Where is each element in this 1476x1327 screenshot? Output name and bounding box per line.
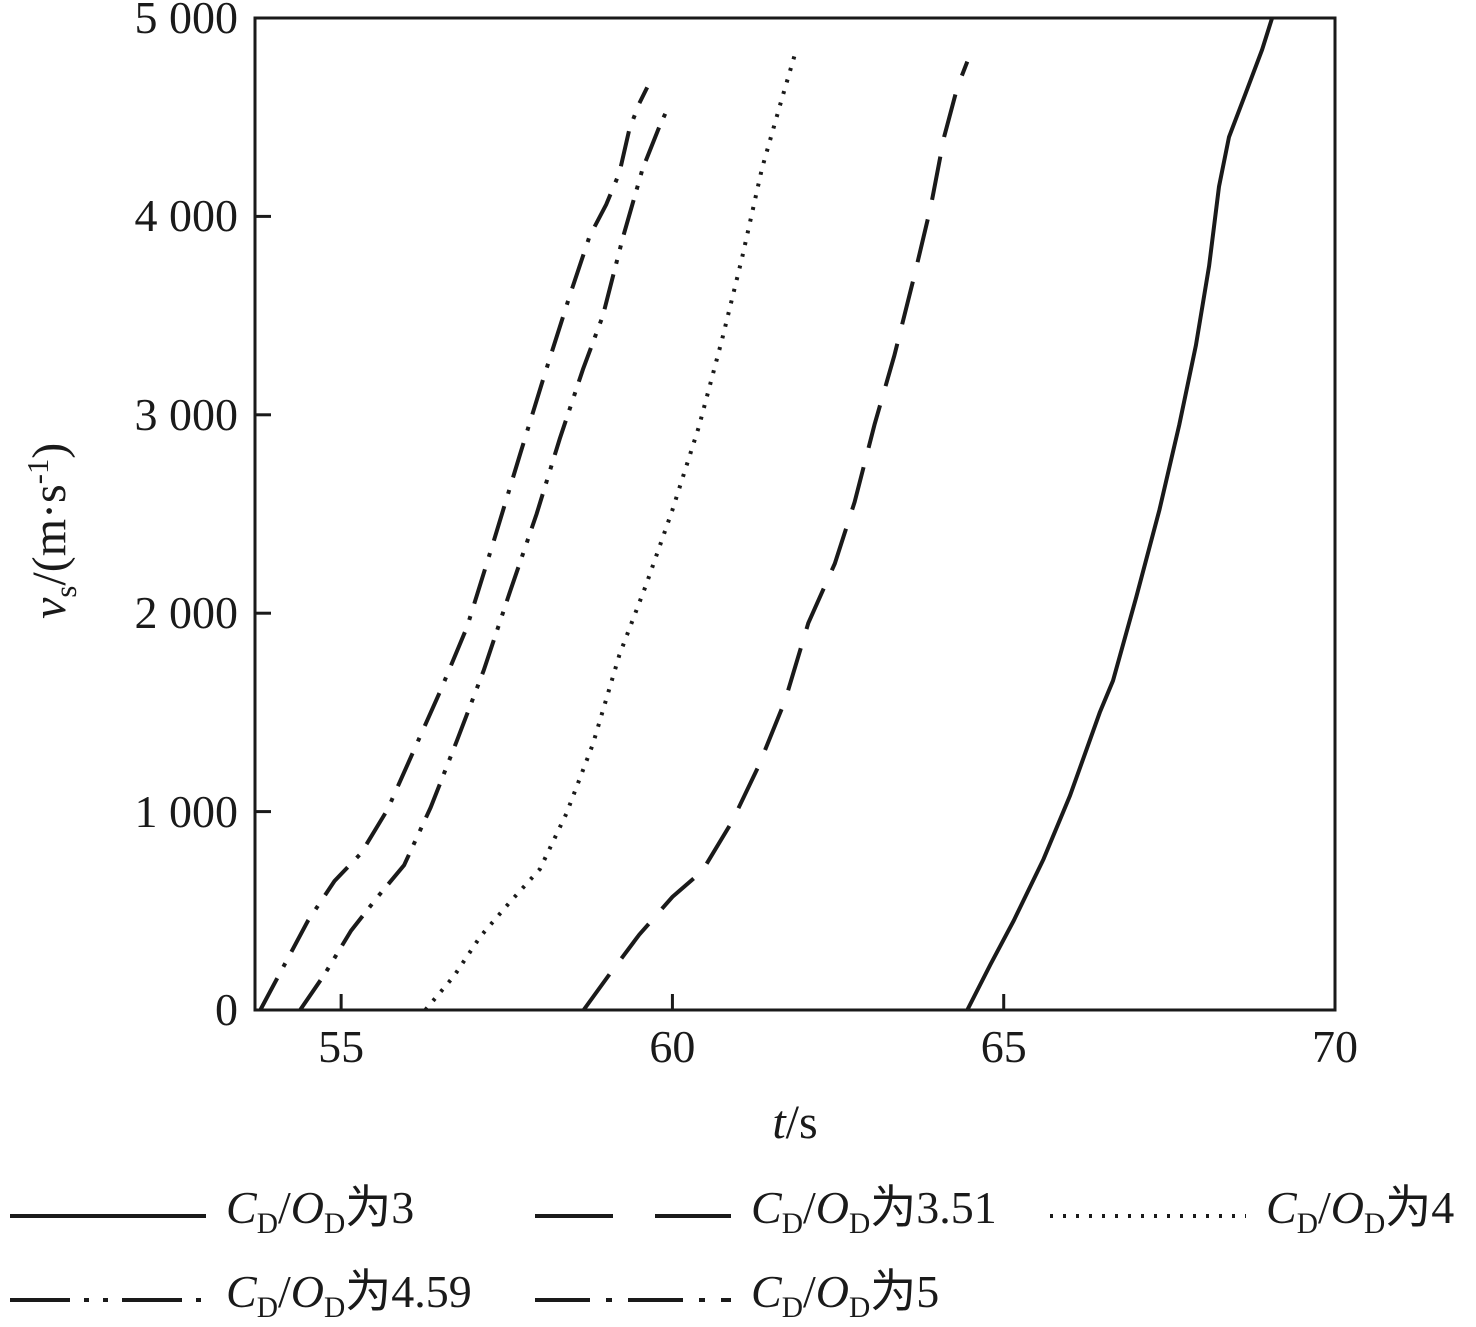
legend-item-0: CD/OD为3 (8, 1182, 533, 1250)
x-axis-title: t/s (772, 1096, 818, 1149)
chart-legend: CD/OD为3 CD/OD为3.51 CD/OD为4 CD/OD为4.59 CD/OD为… (8, 1182, 1470, 1327)
series-curve-1 (581, 60, 970, 1012)
y-tick-label-4: 4 000 (134, 190, 239, 242)
legend-line-sample-solid (10, 1214, 206, 1219)
legend-line-sample-dot (1050, 1214, 1246, 1219)
x-tick-label-2: 65 (980, 1021, 1027, 1072)
legend-label-0: CD/OD为3 (226, 1182, 415, 1241)
series-curve-2 (423, 49, 799, 1012)
series-curve-4 (258, 86, 649, 1011)
legend-item-1: CD/OD为3.51 (533, 1182, 1048, 1250)
legend-label-3: CD/OD为4.59 (226, 1266, 472, 1325)
y-tick-label-2: 2 000 (134, 587, 239, 639)
legend-item-3: CD/OD为4.59 (8, 1266, 533, 1327)
y-tick-label-0: 0 (215, 984, 238, 1035)
legend-item-4: CD/OD为5 (533, 1266, 1048, 1327)
y-tick-label-3: 3 000 (134, 388, 239, 440)
y-tick-label-1: 1 000 (134, 785, 239, 837)
series-curve-0 (965, 17, 1275, 1011)
legend-label-1: CD/OD为3.51 (751, 1182, 997, 1241)
legend-label-2: CD/OD为4 (1266, 1182, 1455, 1241)
x-tick-label-3: 70 (1312, 1021, 1358, 1072)
x-tick-label-1: 60 (649, 1021, 696, 1072)
legend-row-0: CD/OD为3 CD/OD为3.51 CD/OD为4 (8, 1182, 1470, 1250)
legend-label-4: CD/OD为5 (751, 1266, 940, 1325)
legend-row-1: CD/OD为4.59 CD/OD为5 (8, 1266, 1470, 1327)
x-tick-label-0: 55 (318, 1021, 365, 1072)
legend-item-2: CD/OD为4 (1048, 1182, 1470, 1250)
legend-line-sample-dash-dot (535, 1298, 731, 1303)
y-tick-label-5: 5 000 (134, 0, 239, 43)
axes-frame (253, 16, 1337, 1012)
legend-line-sample-dash-dot-dot (10, 1298, 206, 1303)
legend-line-sample-long-dash (535, 1214, 731, 1219)
series-curve-3 (298, 104, 671, 1012)
